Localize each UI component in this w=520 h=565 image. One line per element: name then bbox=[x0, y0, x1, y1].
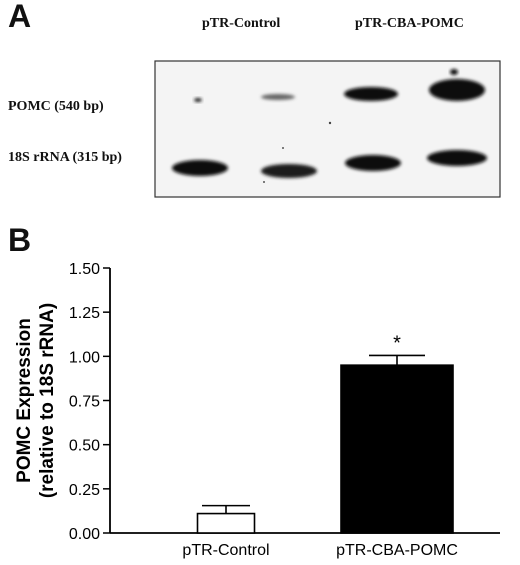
bars: * bbox=[196, 332, 454, 534]
y-tick-label: 0.75 bbox=[69, 394, 100, 411]
panel-b-letter: B bbox=[8, 222, 32, 258]
y-tick-label: 1.50 bbox=[69, 261, 100, 278]
rrna-band-lane4 bbox=[427, 150, 487, 166]
pomc-band-lane4 bbox=[429, 79, 485, 101]
rrna-band-lane3 bbox=[345, 155, 401, 171]
y-tick-label: 0.50 bbox=[69, 438, 100, 455]
rrna-band-lane1 bbox=[172, 160, 228, 176]
row-label-18s: 18S rRNA (315 bp) bbox=[8, 150, 122, 165]
y-axis-label-line2: (relative to 18S rRNA) bbox=[37, 303, 58, 498]
x-tick-labels: pTR-Control pTR-CBA-POMC bbox=[182, 542, 457, 559]
y-tick-label: 0.25 bbox=[69, 482, 100, 499]
bar-pomc bbox=[340, 364, 454, 534]
row-label-pomc: POMC (540 bp) bbox=[8, 99, 104, 114]
y-tick-label: 1.25 bbox=[69, 305, 100, 322]
x-tick-label: pTR-Control bbox=[182, 542, 269, 559]
lane-header-pomc: pTR-CBA-POMC bbox=[355, 16, 464, 31]
significance-marker: * bbox=[393, 332, 401, 354]
x-tick-label: pTR-CBA-POMC bbox=[336, 542, 458, 559]
bar-control bbox=[196, 512, 256, 534]
panel-a-letter: A bbox=[8, 0, 32, 34]
pomc-band-lane3 bbox=[344, 87, 398, 101]
gel-speck bbox=[263, 181, 265, 183]
rrna-band-lane2 bbox=[261, 164, 317, 178]
y-tick-label: 1.00 bbox=[69, 349, 100, 366]
y-axis-ticks: 0.00 0.25 0.50 0.75 1.00 1.25 1.50 bbox=[69, 261, 110, 543]
gel-speck bbox=[282, 147, 284, 149]
pomc-band-lane1 bbox=[194, 98, 202, 102]
y-axis-label: POMC Expression bbox=[14, 318, 35, 483]
pomc-band-speck bbox=[450, 69, 458, 75]
gel-image bbox=[154, 60, 501, 198]
gel-speck bbox=[328, 121, 332, 125]
pomc-band-lane2 bbox=[261, 94, 295, 100]
y-tick-label: 0.00 bbox=[69, 526, 100, 543]
lane-header-control: pTR-Control bbox=[202, 16, 281, 31]
